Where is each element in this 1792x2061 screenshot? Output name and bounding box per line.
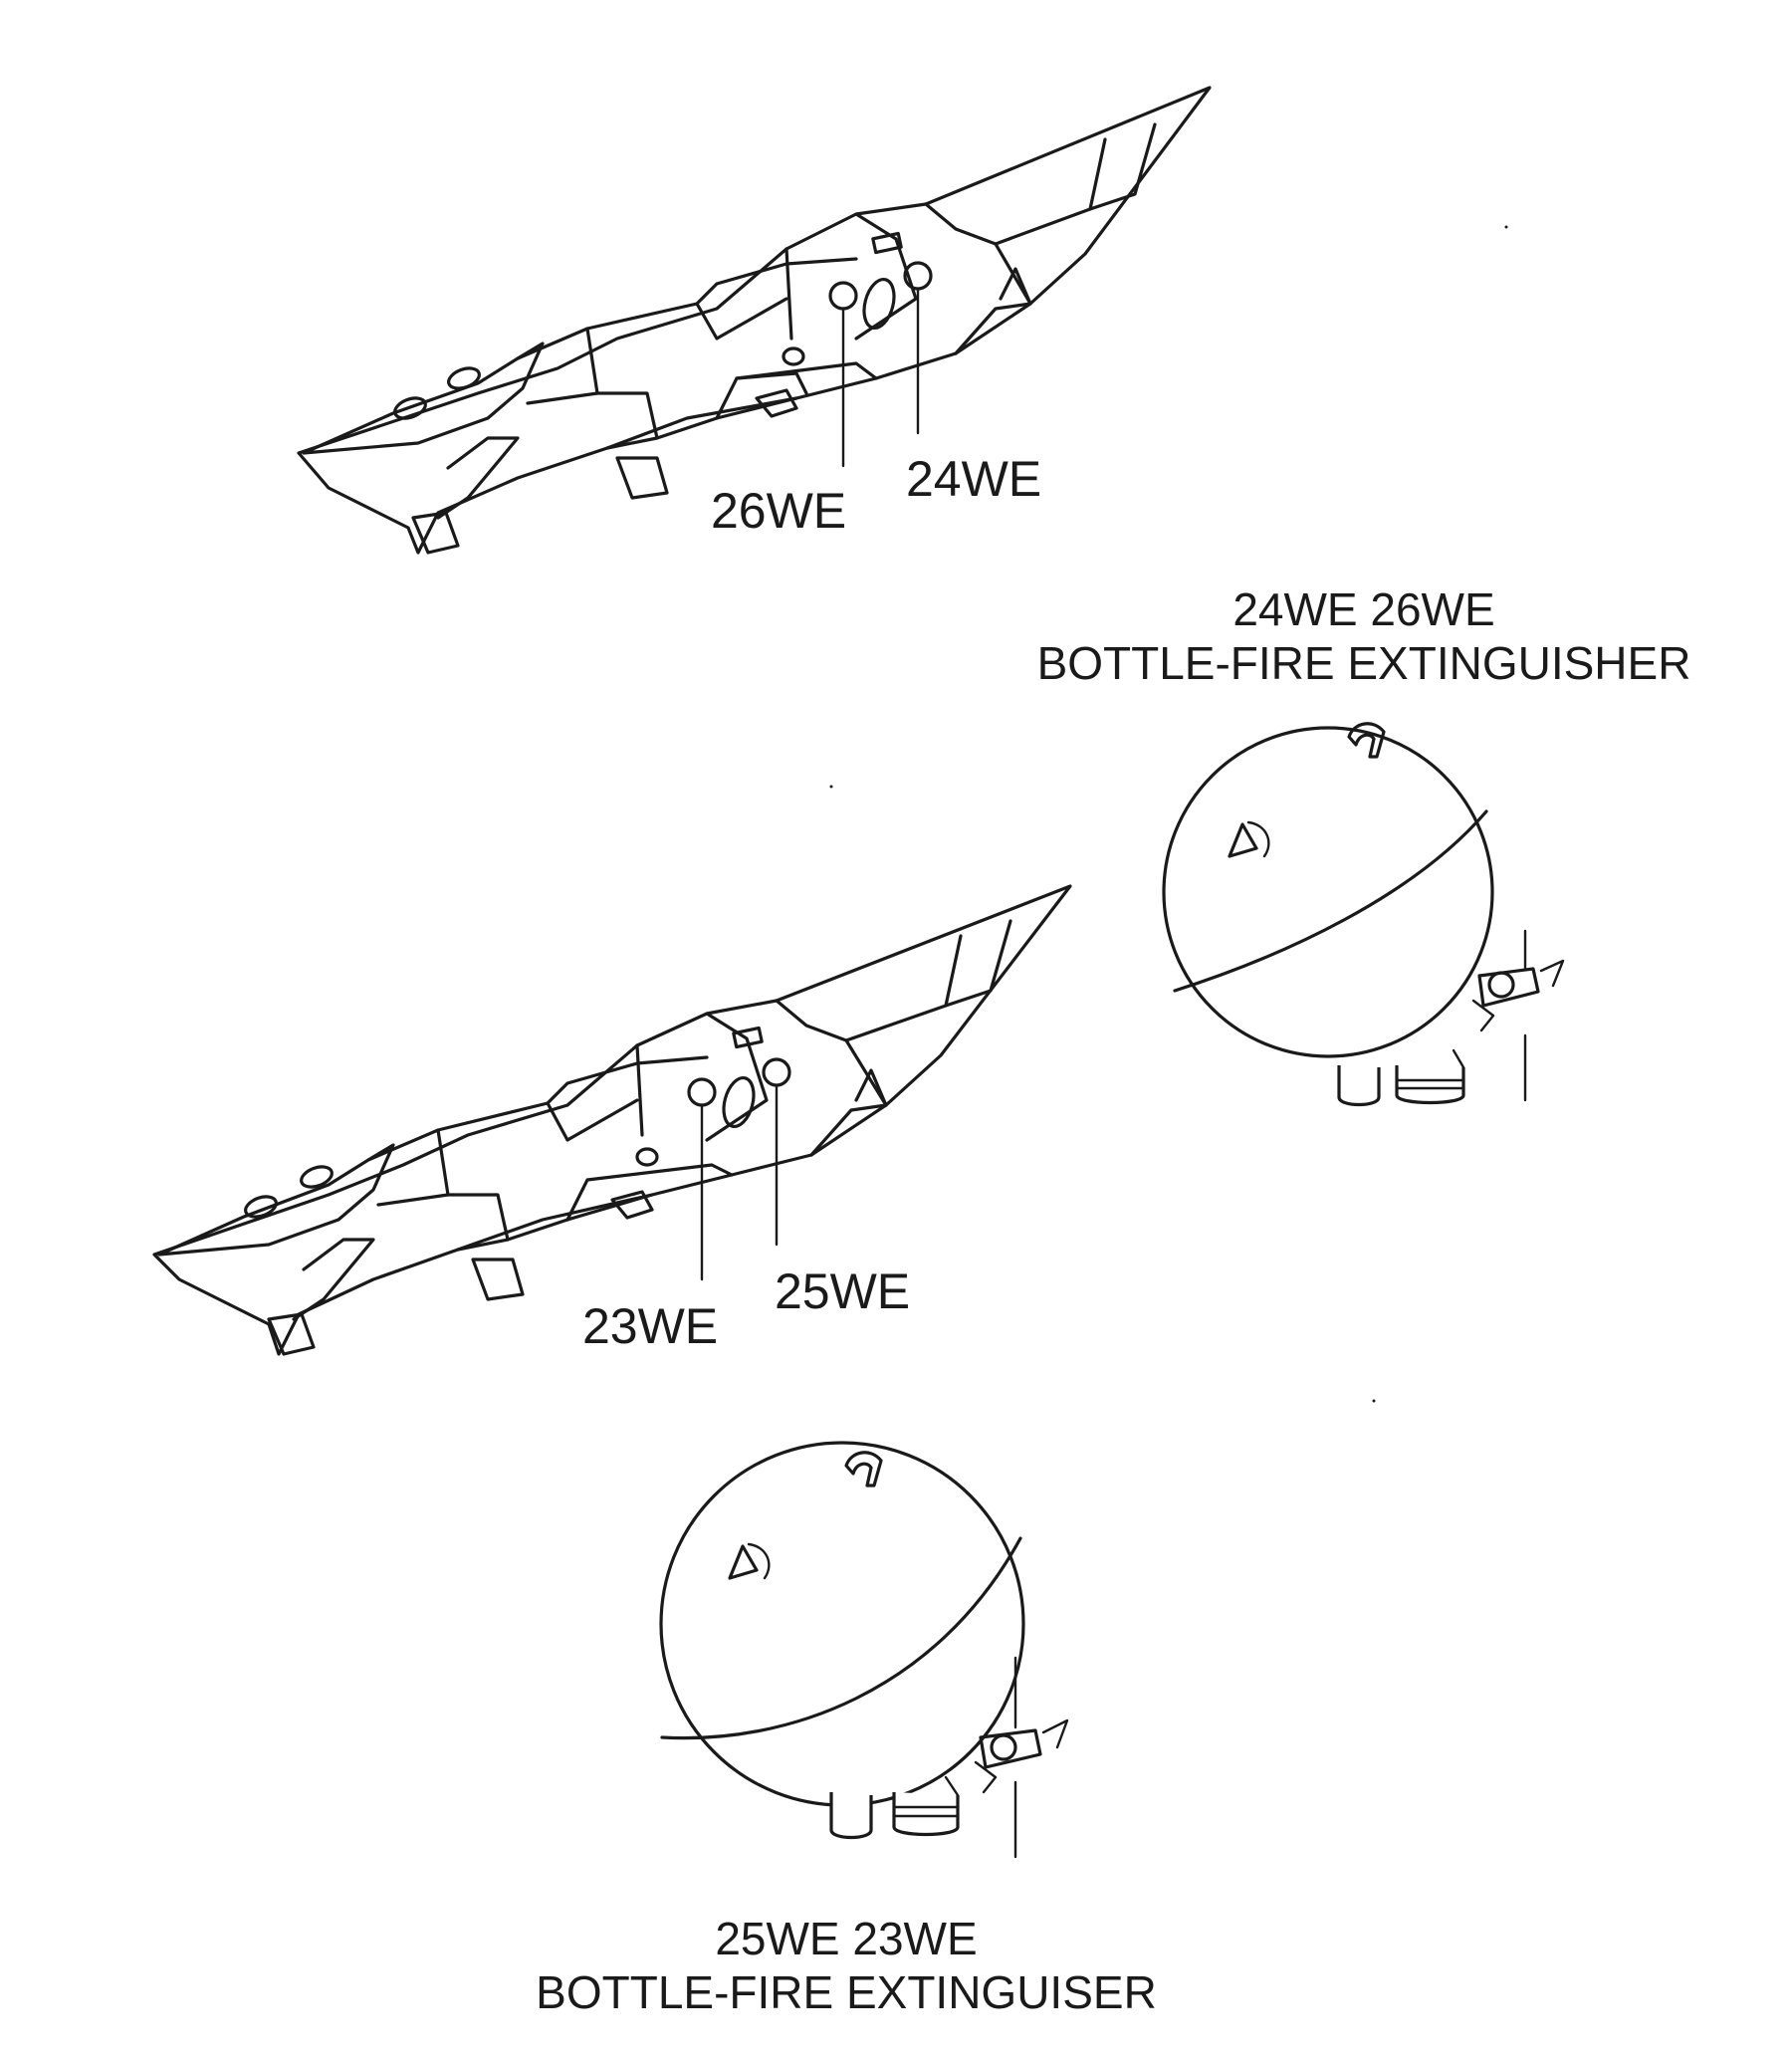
caption-lower-line2: BOTTLE-FIRE EXTINGUISER [536,1966,1157,2018]
callout-24we: 24WE [906,451,1042,507]
callout-26we: 26WE [711,483,847,539]
callout-23we: 23WE [582,1298,719,1354]
pylon-nacelle-mid [152,884,1072,1356]
fire-extinguisher-bottle-upper [1162,722,1565,1107]
pylon-nacelle-upper [297,86,1212,555]
callout-25we: 25WE [775,1263,911,1319]
caption-lower-line1: 25WE 23WE [715,1913,978,1964]
fire-extinguisher-bottle-lower [659,1441,1069,1859]
caption-upper-line2: BOTTLE-FIRE EXTINGUISHER [1036,637,1691,689]
caption-lower-bottle: 25WE 23WE BOTTLE-FIRE EXTINGUISER [438,1912,1254,2019]
caption-upper-bottle: 24WE 26WE BOTTLE-FIRE EXTINGUISHER [986,582,1742,690]
caption-upper-line1: 24WE 26WE [1232,583,1495,635]
